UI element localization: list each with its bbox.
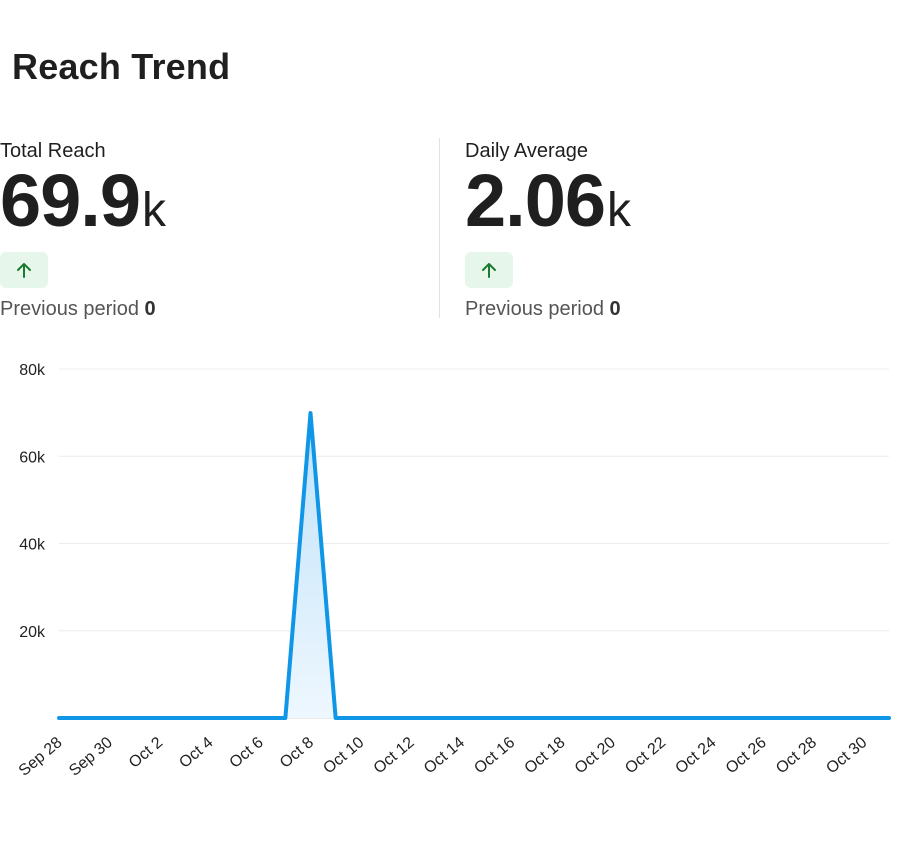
x-tick-label: Oct 28 bbox=[773, 734, 820, 777]
previous-period-value: 0 bbox=[144, 298, 156, 320]
x-tick-label: Oct 18 bbox=[522, 734, 569, 777]
trend-badge bbox=[0, 252, 48, 288]
x-tick-label: Oct 22 bbox=[622, 734, 669, 777]
metric-value: 2.06k bbox=[465, 164, 885, 238]
daily-average-card: Daily Average 2.06k Previous period 0 bbox=[465, 138, 885, 322]
x-tick-label: Oct 20 bbox=[572, 734, 619, 777]
previous-period-label: Previous period bbox=[465, 298, 604, 320]
x-tick-label: Sep 28 bbox=[16, 734, 66, 780]
previous-period-label: Previous period bbox=[0, 298, 139, 320]
metric-label: Total Reach bbox=[0, 140, 106, 162]
x-tick-label: Oct 2 bbox=[126, 734, 166, 772]
x-tick-label: Oct 24 bbox=[672, 734, 719, 777]
y-tick-label: 60k bbox=[19, 449, 46, 466]
x-tick-label: Oct 4 bbox=[176, 734, 216, 772]
y-tick-label: 40k bbox=[19, 537, 46, 554]
arrow-up-icon bbox=[482, 263, 496, 278]
previous-period: Previous period 0 bbox=[0, 296, 430, 322]
x-tick-label: Oct 16 bbox=[471, 734, 518, 777]
previous-period: Previous period 0 bbox=[465, 296, 885, 322]
metric-value: 69.9k bbox=[0, 164, 430, 238]
page-title: Reach Trend bbox=[12, 46, 231, 87]
reach-line bbox=[57, 411, 891, 720]
metric-unit: k bbox=[607, 184, 632, 237]
x-tick-label: Oct 30 bbox=[823, 734, 870, 777]
reach-trend-chart: 20k 40k 60k 80k Sep 28 Sep 30 Oct 2 Oct 4 Oct 6… bbox=[16, 362, 891, 780]
x-tick-label: Oct 12 bbox=[371, 734, 418, 777]
reach-area bbox=[59, 413, 889, 718]
metric-label: Daily Average bbox=[465, 140, 589, 162]
x-tick-label: Oct 10 bbox=[320, 734, 367, 777]
x-tick-label: Sep 30 bbox=[66, 734, 116, 780]
y-tick-label: 80k bbox=[19, 362, 46, 379]
x-tick-label: Oct 26 bbox=[723, 734, 770, 777]
x-tick-label: Oct 6 bbox=[227, 734, 267, 772]
x-tick-label: Oct 14 bbox=[421, 734, 468, 777]
total-reach-card: Total Reach 69.9k Previous period 0 bbox=[0, 138, 430, 322]
metric-divider bbox=[439, 138, 440, 318]
metric-number: 2.06 bbox=[465, 159, 606, 242]
trend-badge bbox=[465, 252, 513, 288]
metric-number: 69.9 bbox=[0, 159, 141, 242]
y-tick-label: 20k bbox=[19, 624, 46, 641]
x-tick-label: Oct 8 bbox=[277, 734, 317, 772]
arrow-up-icon bbox=[17, 263, 31, 278]
metric-unit: k bbox=[142, 184, 167, 237]
previous-period-value: 0 bbox=[609, 298, 621, 320]
